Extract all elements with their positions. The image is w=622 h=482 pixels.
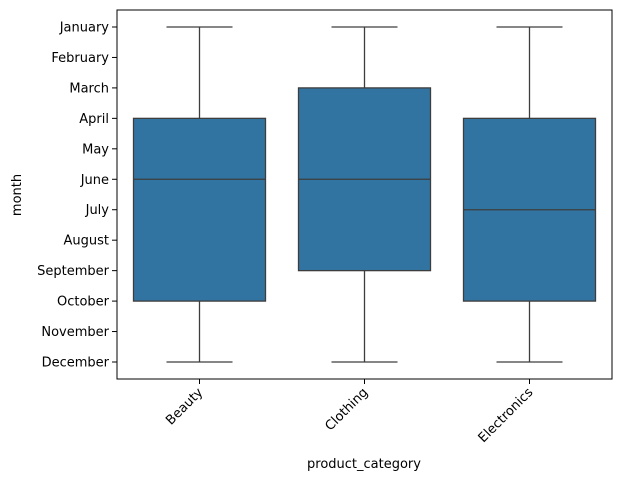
y-tick-label: September bbox=[37, 264, 110, 279]
y-tick-label: March bbox=[69, 81, 109, 96]
x-axis-label: product_category bbox=[307, 457, 421, 472]
y-axis-label: month bbox=[10, 174, 25, 216]
box-electronics bbox=[462, 26, 597, 363]
y-tick-label: November bbox=[41, 325, 109, 340]
boxes-layer bbox=[132, 26, 597, 363]
y-tick-label: December bbox=[42, 356, 110, 371]
iqr-box bbox=[132, 117, 267, 302]
y-tick-label: February bbox=[51, 51, 109, 66]
y-tick-label: July bbox=[85, 203, 110, 218]
x-tick-label: Beauty bbox=[163, 385, 206, 428]
box-beauty bbox=[132, 26, 267, 363]
x-tick-label: Clothing bbox=[322, 385, 371, 434]
x-axis: Beauty Clothing Electronics bbox=[163, 379, 536, 446]
y-tick-label: October bbox=[57, 295, 110, 310]
y-tick-label: April bbox=[79, 112, 109, 127]
y-axis: January February March April May June July Augu… bbox=[37, 21, 117, 371]
y-tick-label: May bbox=[82, 142, 109, 157]
box-clothing bbox=[297, 26, 432, 363]
y-tick-label: June bbox=[80, 173, 109, 188]
y-tick-label: January bbox=[59, 21, 110, 36]
x-tick-label: Electronics bbox=[476, 385, 537, 446]
y-tick-label: August bbox=[64, 234, 110, 249]
